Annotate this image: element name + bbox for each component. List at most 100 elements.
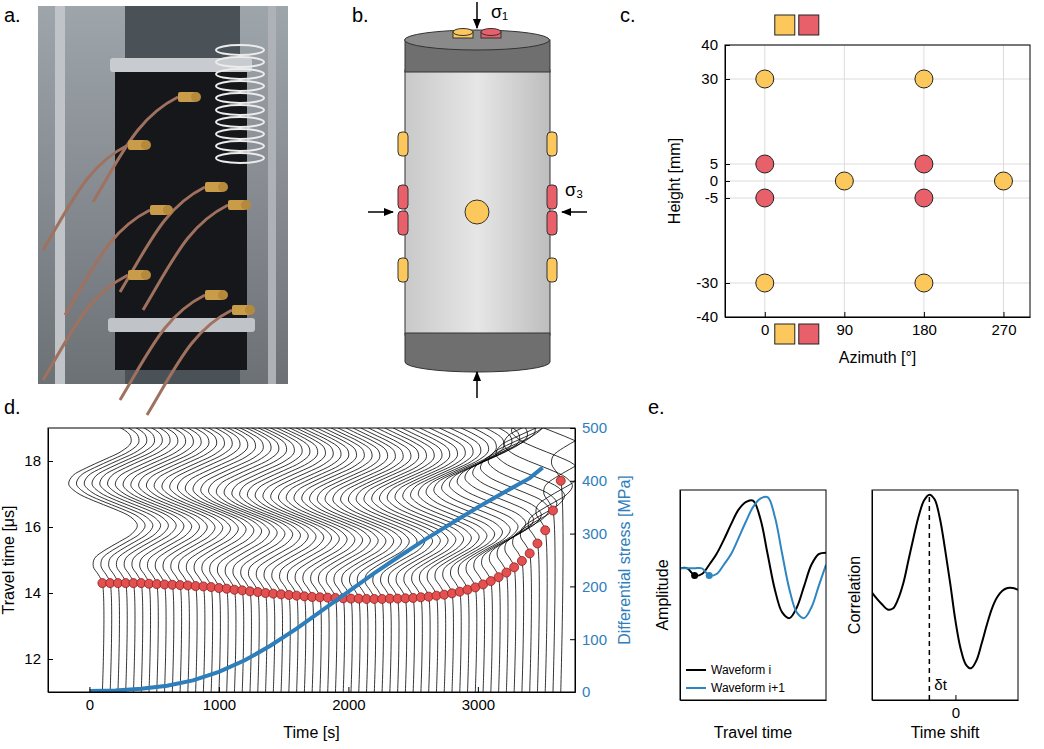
axis: 0 [873,695,1019,721]
spring-coil [216,81,264,91]
tick: 180 [912,312,937,338]
tick-label: 400 [582,472,607,489]
tick-label: 0 [582,683,590,700]
brass-fitting [141,140,151,150]
stress-arrow [476,372,478,398]
tick-label: 30 [701,70,718,87]
tick-label: 0 [761,321,769,338]
rod [55,6,65,384]
panel-e-right: δt0Time shiftCorrelation [846,490,1019,741]
brass-fitting [141,270,151,280]
sensor [547,132,557,156]
tick: -30 [696,274,730,291]
annotation-line [929,495,931,700]
tick-label: 270 [991,321,1016,338]
onset-point [706,572,713,579]
panel-label: d. [4,396,21,418]
sensor [453,29,473,36]
axis-title: Travel time [μs] [0,505,17,614]
tick-mark [844,312,845,317]
sensor [465,200,489,224]
tick-mark [48,593,53,594]
plot-frame [725,45,1030,317]
tick-mark [570,428,575,429]
cable [65,210,150,315]
figure: a.b.c.d.e.σ₁σ₃090180270-40-30-5053040Azi… [0,0,1044,749]
sample-body [405,70,550,335]
tick-mark [725,79,730,80]
axis-title: Differential stress [MPa] [616,475,633,645]
tick: 0 [570,683,590,700]
sensor-point [915,155,933,173]
axis-line [48,429,49,693]
tick-label: 14 [24,584,41,601]
tick-mark [924,312,925,317]
panel-e-left: Waveform i Waveform i+1 Travel time Amplitu… [654,490,827,741]
tick-mark [725,317,730,318]
axis [681,700,827,701]
tick-mark [570,534,575,535]
waveform-line [680,497,826,619]
tick: 1000 [203,687,236,713]
sensor [398,185,408,209]
tick-mark [348,687,349,692]
panel-a-photo [38,6,288,415]
axis-title: Amplitude [654,559,671,630]
end-cap-sensor [799,324,819,344]
tick-label: 0 [710,172,718,189]
cable [147,310,232,415]
axis-line [726,317,1031,318]
cable [43,145,128,250]
axis: -40 -30 -505 30 40 [696,36,730,325]
plot-area [69,428,575,692]
cable [43,275,128,380]
tick-label: 300 [582,525,607,542]
spring-coil [216,93,264,103]
tick: -5 [705,189,730,206]
axis-title: Travel time [714,724,793,741]
travel-time-point [502,568,511,577]
tick: 40 [701,36,730,53]
tick: 500 [570,419,607,436]
tick-label: 12 [24,650,41,667]
onset-point [691,572,698,579]
stress-label: σ₃ [565,180,583,200]
tick-mark [725,198,730,199]
tick-label: 16 [24,518,41,535]
annotation: δt [934,676,947,693]
tick-mark [570,639,575,640]
tick: 0 [761,312,769,338]
axis [680,491,681,701]
tick-label: 5 [710,155,718,172]
tick: 16 [24,518,53,535]
legend-label: Waveform i [711,663,771,677]
plot-frame [872,490,1018,700]
axis-title: Time shift [911,724,980,741]
tick-label: 0 [86,696,94,713]
tick: 0 [710,172,730,189]
grid-line [725,181,1030,182]
stress-arrow [562,211,587,213]
tick-mark [725,181,730,182]
sensor-point [756,189,774,207]
tick: 5 [710,155,730,172]
sensor-point [756,155,774,173]
axis-title: Time [s] [283,724,339,741]
end-cap-top [405,30,550,50]
tick-mark [570,692,575,693]
waveform-line [680,500,826,618]
legend-label: Waveform i+1 [711,681,785,695]
sensor [481,29,501,36]
axis-title: Height [mm] [666,138,683,224]
sensor [398,258,408,282]
panel-c: 090180270-40-30-5053040Azimuth [°]Height… [666,15,1031,366]
panel-labels: a.b.c.d.e. [4,4,665,418]
tick-label: -40 [696,308,718,325]
spring-coil [216,45,264,55]
tick: 300 [570,525,607,542]
axis: 0100200300400500 [570,419,607,700]
tick: 3000 [462,687,495,713]
brass-fitting [218,290,228,300]
tick-label: 0 [952,704,960,721]
tick: -40 [696,308,730,325]
